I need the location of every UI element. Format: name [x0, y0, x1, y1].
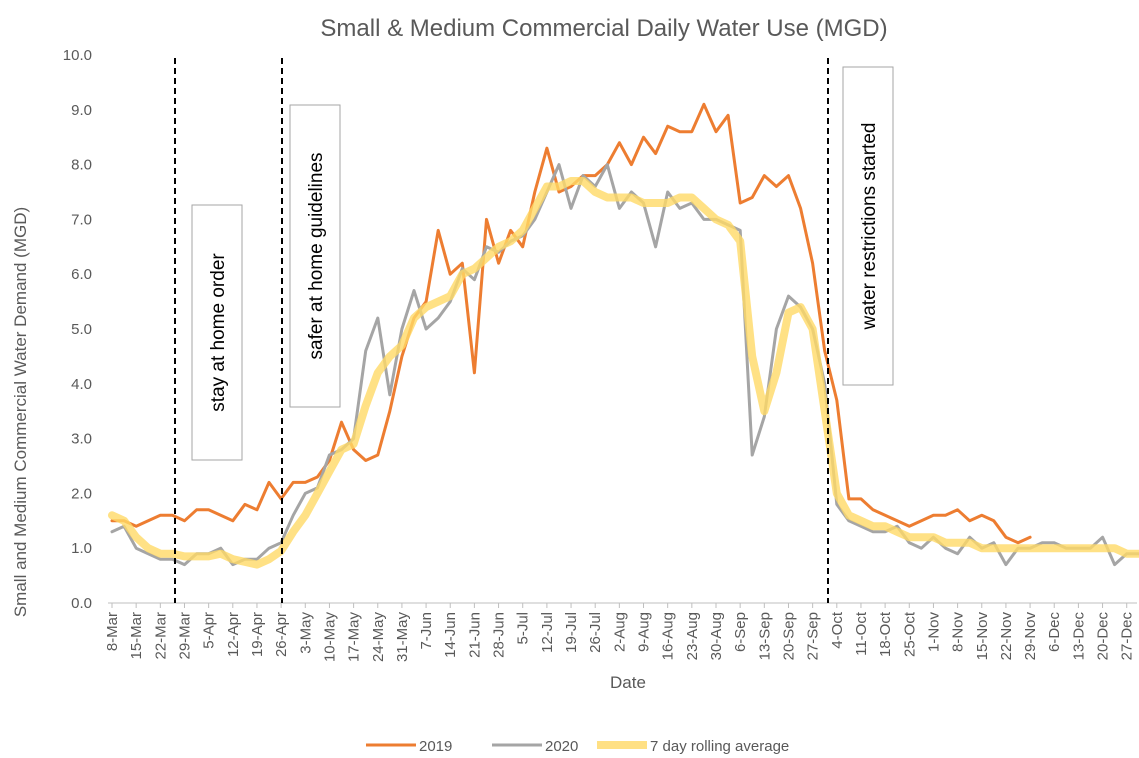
- x-tick-label: 27-Sep: [805, 612, 822, 660]
- annotation-box: [289, 104, 341, 408]
- x-tick-label: 5-Jul: [515, 612, 532, 645]
- x-tick-label: 13-Dec: [1070, 612, 1087, 661]
- x-tick-label: 20-Dec: [1095, 612, 1112, 661]
- y-tick-label: 10.0: [63, 47, 92, 64]
- x-tick-label: 26-Apr: [273, 612, 290, 657]
- x-tick-label: 5-Apr: [201, 612, 218, 649]
- x-tick-label: 13-Sep: [756, 612, 773, 660]
- x-tick-label: 30-Aug: [708, 612, 725, 660]
- y-tick-label: 1.0: [71, 540, 92, 557]
- x-tick-label: 29-Nov: [1022, 612, 1039, 661]
- x-tick-label: 6-Sep: [732, 612, 749, 652]
- x-tick-label: 28-Jun: [491, 612, 508, 658]
- chart-title: Small & Medium Commercial Daily Water Us…: [320, 15, 887, 42]
- x-tick-label: 12-Apr: [225, 612, 242, 657]
- x-tick-label: 19-Jul: [563, 612, 580, 653]
- annotation-text: safer at home guidelines: [306, 152, 327, 359]
- x-tick-label: 22-Nov: [998, 612, 1015, 661]
- x-axis-label: Date: [610, 673, 646, 692]
- y-tick-label: 2.0: [71, 485, 92, 502]
- y-tick-label: 7.0: [71, 211, 92, 228]
- x-tick-label: 12-Jul: [539, 612, 556, 653]
- y-tick-label: 3.0: [71, 431, 92, 448]
- x-tick-label: 16-Aug: [660, 612, 677, 660]
- series-line: [108, 177, 1139, 569]
- x-tick-label: 27-Dec: [1119, 612, 1136, 661]
- x-tick-label: 31-May: [394, 612, 411, 663]
- x-tick-label: 2-Aug: [611, 612, 628, 652]
- x-tick-label: 15-Mar: [128, 612, 145, 660]
- x-tick-label: 8-Mar: [104, 612, 121, 651]
- x-tick-label: 9-Aug: [636, 612, 653, 652]
- x-tick-label: 6-Dec: [1046, 612, 1063, 653]
- legend-label: 2020: [545, 738, 578, 755]
- x-tick-label: 14-Jun: [442, 612, 459, 658]
- x-tick-label: 8-Nov: [950, 612, 967, 653]
- y-tick-label: 4.0: [71, 376, 92, 393]
- x-tick-label: 1-Nov: [925, 612, 942, 653]
- x-tick-label: 26-Jul: [587, 612, 604, 653]
- x-tick-label: 20-Sep: [780, 612, 797, 660]
- x-tick-label: 4-Oct: [829, 611, 846, 649]
- x-tick-label: 24-May: [370, 612, 387, 663]
- x-tick-label: 18-Oct: [877, 611, 894, 657]
- x-tick-label: 15-Nov: [974, 612, 991, 661]
- y-tick-label: 6.0: [71, 266, 92, 283]
- legend-label: 2019: [419, 738, 452, 755]
- annotation-text: stay at home order: [208, 253, 229, 412]
- y-tick-label: 5.0: [71, 321, 92, 338]
- x-tick-label: 25-Oct: [901, 611, 918, 657]
- legend-label: 7 day rolling average: [650, 738, 789, 755]
- series-line: [110, 163, 1139, 567]
- annotation-text: water restrictions started: [859, 123, 880, 331]
- annotation-box: [842, 66, 894, 386]
- y-tick-label: 8.0: [71, 157, 92, 174]
- x-tick-label: 23-Aug: [684, 612, 701, 660]
- x-tick-label: 21-Jun: [466, 612, 483, 658]
- x-tick-label: 11-Oct: [853, 611, 870, 656]
- x-tick-label: 19-Apr: [249, 612, 266, 657]
- x-tick-label: 3-May: [297, 612, 314, 654]
- x-tick-label: 17-May: [346, 612, 363, 663]
- x-tick-label: 29-Mar: [176, 612, 193, 660]
- x-tick-label: 10-May: [321, 612, 338, 663]
- y-tick-label: 0.0: [71, 595, 92, 612]
- annotation-box: [191, 204, 243, 461]
- x-tick-label: 22-Mar: [152, 612, 169, 660]
- x-tick-label: 7-Jun: [418, 612, 435, 650]
- y-axis-label: Small and Medium Commercial Water Demand…: [11, 207, 30, 617]
- series-line: [110, 102, 1032, 545]
- y-tick-label: 9.0: [71, 102, 92, 119]
